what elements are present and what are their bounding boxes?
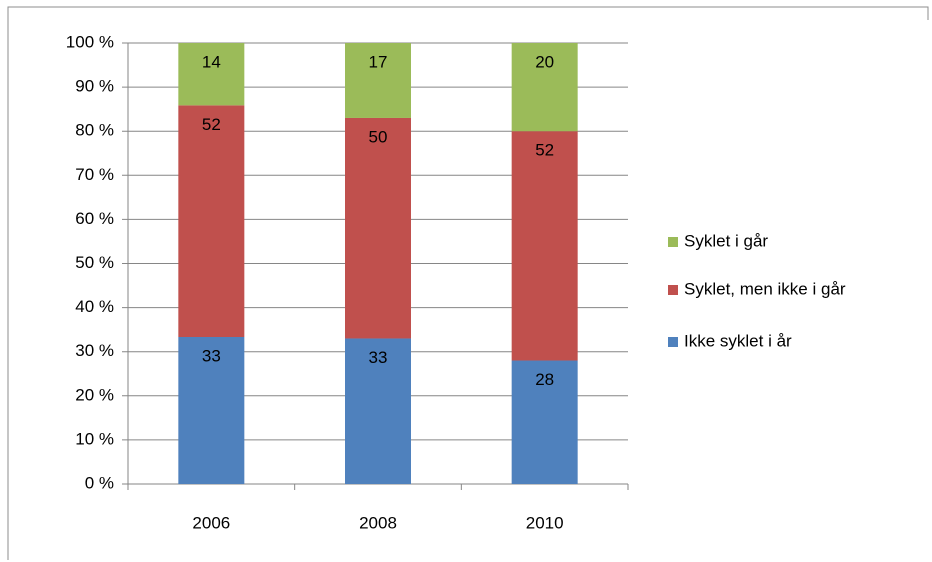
x-tick-label: 2010 <box>526 513 564 532</box>
y-tick-label: 20 % <box>75 385 114 404</box>
y-tick-label: 70 % <box>75 165 114 184</box>
data-label: 33 <box>369 348 388 367</box>
bar-segment <box>511 360 578 484</box>
legend-label: Syklet i går <box>684 231 768 250</box>
y-tick-label: 40 % <box>75 297 114 316</box>
bar-segment <box>178 105 245 337</box>
data-label: 33 <box>202 346 221 365</box>
data-label: 52 <box>535 141 554 160</box>
bar-segment <box>345 338 411 484</box>
data-label: 52 <box>202 115 221 134</box>
bar-segment <box>345 43 411 118</box>
y-tick-label: 60 % <box>75 209 114 228</box>
x-tick-label: 2006 <box>192 513 230 532</box>
y-tick-label: 100 % <box>66 32 114 51</box>
legend-label: Ikke syklet i år <box>684 331 792 350</box>
bar-segment <box>178 337 245 484</box>
bar-segment <box>178 43 245 106</box>
bar-segment <box>511 131 578 361</box>
legend-swatch <box>668 237 678 247</box>
legend-swatch <box>668 337 678 347</box>
y-tick-label: 0 % <box>85 473 114 492</box>
x-tick-label: 2008 <box>359 513 397 532</box>
data-label: 14 <box>202 52 221 71</box>
y-tick-label: 10 % <box>75 429 114 448</box>
data-label: 20 <box>535 52 554 71</box>
legend-label: Syklet, men ikke i går <box>684 279 846 298</box>
y-tick-label: 50 % <box>75 253 114 272</box>
y-tick-label: 30 % <box>75 341 114 360</box>
chart-border <box>7 6 929 560</box>
y-tick-label: 80 % <box>75 121 114 140</box>
data-label: 17 <box>369 52 388 71</box>
bar-segment <box>511 43 578 132</box>
data-label: 50 <box>369 127 388 146</box>
legend-swatch <box>668 285 678 295</box>
data-label: 28 <box>535 370 554 389</box>
y-tick-label: 90 % <box>75 77 114 96</box>
bar-segment <box>345 117 411 339</box>
